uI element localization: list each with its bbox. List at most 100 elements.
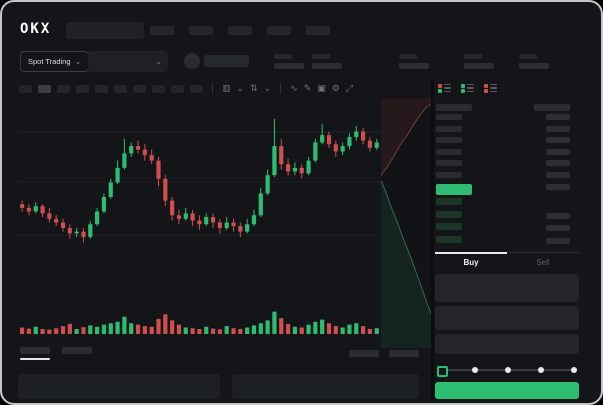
bid-amount[interactable] — [546, 225, 570, 231]
bottom-filter-button-2[interactable] — [389, 350, 419, 357]
pair-selector-dropdown[interactable]: ⌄ — [88, 51, 168, 72]
bottom-tab-orders[interactable] — [20, 347, 50, 354]
price-field[interactable] — [435, 274, 579, 302]
tab-buy[interactable]: Buy — [435, 252, 507, 271]
chevron-down-icon[interactable]: ⌄ — [263, 83, 272, 93]
candlestick-chart[interactable] — [18, 102, 380, 294]
slider-step-4[interactable] — [571, 367, 577, 373]
ask-price[interactable] — [436, 137, 462, 143]
bid-price[interactable] — [436, 198, 462, 205]
timeframe-button[interactable] — [95, 84, 108, 93]
trade-tabs: Buy Sell — [435, 252, 579, 271]
market-type-dropdown[interactable]: Spot Trading ⌄ — [20, 51, 90, 72]
stat-label — [464, 54, 482, 59]
stat-value — [464, 63, 494, 69]
nav-item[interactable] — [228, 26, 252, 35]
book-combined-icon[interactable] — [438, 82, 452, 94]
ask-price[interactable] — [436, 149, 462, 155]
timeframe-button[interactable] — [190, 84, 203, 93]
chart-toolbar: ▥ ⌄ ⇅ ⌄ ∿ ✎ ▣ ⚙ ⤢ — [19, 83, 353, 94]
stat-label — [274, 54, 292, 59]
book-asks-icon[interactable] — [484, 82, 498, 94]
volume-chart — [20, 311, 379, 334]
ticker-stat — [399, 54, 433, 69]
bid-amount[interactable] — [546, 213, 570, 219]
ask-amount[interactable] — [546, 160, 570, 166]
ask-price[interactable] — [436, 114, 462, 120]
timeframe-button[interactable] — [76, 84, 89, 93]
bid-price[interactable] — [436, 236, 462, 243]
book-bids-icon[interactable] — [461, 82, 475, 94]
okx-logo: OKX — [20, 21, 52, 37]
slider-step-3[interactable] — [538, 367, 544, 373]
orderbook-header-price[interactable] — [436, 104, 472, 111]
chevron-down-icon: ⌄ — [74, 56, 82, 66]
timeframe-button[interactable] — [57, 84, 70, 93]
nav-item[interactable] — [306, 26, 330, 35]
amount-slider[interactable] — [435, 364, 579, 377]
bid-price[interactable] — [436, 211, 462, 218]
amount-field[interactable] — [435, 306, 579, 330]
ask-amount[interactable] — [546, 172, 570, 178]
camera-icon[interactable]: ▣ — [317, 83, 326, 93]
stat-value — [274, 63, 304, 69]
nav-item[interactable] — [189, 26, 213, 35]
indicator-icon[interactable]: ∿ — [290, 83, 298, 93]
nav-item[interactable] — [267, 26, 291, 35]
slider-step-0[interactable] — [437, 366, 448, 377]
orderbook-header-amount[interactable] — [534, 104, 570, 111]
stat-value — [399, 63, 429, 69]
token-avatar — [184, 53, 200, 69]
compare-icon[interactable]: ⇅ — [250, 83, 258, 93]
buy-submit-button[interactable] — [435, 382, 579, 399]
pair-info-button[interactable] — [204, 55, 249, 67]
ask-price[interactable] — [436, 160, 462, 166]
depth-chart — [381, 98, 433, 348]
ticker-stat — [274, 54, 308, 69]
timeframe-button[interactable] — [38, 84, 51, 93]
timeframe-button[interactable] — [133, 84, 146, 93]
stat-label — [312, 54, 330, 59]
market-type-label: Spot Trading — [28, 57, 71, 66]
orderbook-view-toggles — [438, 82, 498, 94]
ticker-stat — [519, 54, 553, 69]
chevron-down-icon[interactable]: ⌄ — [236, 83, 245, 93]
stat-value — [312, 63, 342, 69]
top-nav — [150, 26, 330, 35]
active-tab-underline — [20, 358, 50, 360]
ask-amount[interactable] — [546, 114, 570, 120]
search-input[interactable] — [66, 22, 144, 39]
ask-price[interactable] — [436, 172, 462, 178]
ask-amount[interactable] — [546, 126, 570, 132]
slider-step-1[interactable] — [472, 367, 478, 373]
orders-empty-panel-2 — [232, 374, 419, 399]
bid-amount[interactable] — [546, 238, 570, 244]
tab-sell[interactable]: Sell — [536, 258, 550, 267]
stat-label — [519, 54, 537, 59]
ask-price[interactable] — [436, 126, 462, 132]
last-price-bar[interactable] — [436, 184, 472, 195]
toolbar-divider — [280, 83, 282, 94]
ask-amount[interactable] — [546, 184, 570, 190]
nav-item[interactable] — [150, 26, 174, 35]
timeframe-button[interactable] — [171, 84, 184, 93]
settings-icon[interactable]: ⚙ — [331, 83, 340, 93]
fullscreen-icon[interactable]: ⤢ — [345, 83, 354, 93]
timeframe-button[interactable] — [19, 84, 32, 93]
slider-step-2[interactable] — [505, 367, 511, 373]
total-field[interactable] — [435, 334, 579, 354]
timeframe-button[interactable] — [152, 84, 165, 93]
ask-amount[interactable] — [546, 137, 570, 143]
draw-icon[interactable]: ✎ — [303, 83, 312, 93]
ask-amount[interactable] — [546, 149, 570, 155]
timeframe-button[interactable] — [114, 84, 127, 93]
stat-value — [519, 63, 549, 69]
bid-price[interactable] — [436, 223, 462, 230]
panel-divider — [431, 78, 434, 400]
candle-style-icon[interactable]: ▥ — [222, 83, 231, 93]
ticker-stat — [464, 54, 498, 69]
bottom-tab-history[interactable] — [62, 347, 92, 354]
bottom-filter-button-1[interactable] — [349, 350, 379, 357]
toolbar-divider — [212, 83, 213, 94]
